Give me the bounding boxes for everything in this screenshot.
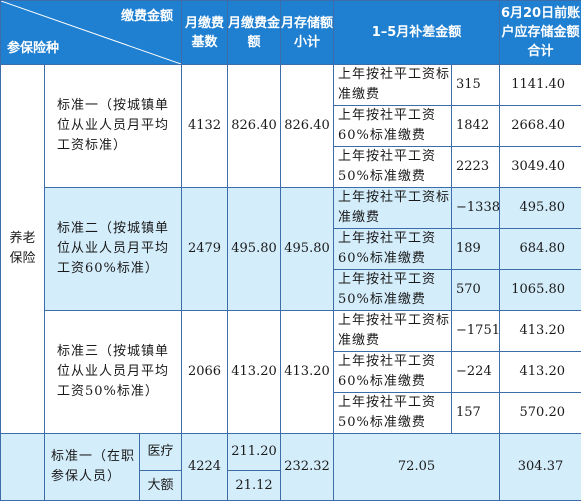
table-row: 标准一（在职参保人员） 医疗 4224 211.20 232.32 72.05 … <box>1 434 581 471</box>
prior-year-label: 上年按社平工资标准缴费 <box>334 188 452 229</box>
total-value: 3049.40 <box>500 147 581 188</box>
total-value: 1141.40 <box>500 65 581 106</box>
amount-value: 826.40 <box>228 65 281 188</box>
diff-value: −1751 <box>452 311 500 352</box>
total-value: 413.20 <box>500 311 581 352</box>
header-monthly-base: 月缴费基数 <box>182 1 228 65</box>
pension-standard-2: 标准二（按城镇单位从业人员月平均工资60%标准） <box>45 188 182 311</box>
total-value: 2668.40 <box>500 106 581 147</box>
prior-year-label: 上年按社平工资60%标准缴费 <box>334 229 452 270</box>
header-diagonal-cell: 缴费金额 参保险种 <box>1 1 182 65</box>
prior-year-label: 上年按社平工资60%标准缴费 <box>334 106 452 147</box>
diff-value: 157 <box>452 393 500 434</box>
table-row: 标准三（按城镇单位从业人员月平均工资50%标准） 2066 413.20 413… <box>1 311 581 352</box>
major-medical-label: 大额 <box>140 471 182 501</box>
subtotal-value: 232.32 <box>281 434 334 501</box>
diff-value: 2223 <box>452 147 500 188</box>
base-value: 2066 <box>182 311 228 434</box>
header-row: 缴费金额 参保险种 月缴费基数 月缴费金额 月存储额小计 1–5月补差金额 6月… <box>1 1 581 65</box>
base-value: 4224 <box>182 434 228 501</box>
medical-standard: 标准一（在职参保人员） <box>45 434 140 501</box>
total-value: 684.80 <box>500 229 581 270</box>
amount-value: 211.20 <box>228 434 281 471</box>
pension-category: 养老保险 <box>1 65 45 434</box>
subtotal-value: 826.40 <box>281 65 334 188</box>
prior-year-label: 上年按社平工资50%标准缴费 <box>334 393 452 434</box>
pension-standard-3: 标准三（按城镇单位从业人员月平均工资50%标准） <box>45 311 182 434</box>
diff-value: 315 <box>452 65 500 106</box>
header-total: 6月20日前账户应存储金额合计 <box>500 1 581 65</box>
diff-value: 570 <box>452 270 500 311</box>
table-row: 标准二（按城镇单位从业人员月平均工资60%标准） 2479 495.80 495… <box>1 188 581 229</box>
header-monthly-amount: 月缴费金额 <box>228 1 281 65</box>
prior-year-label: 上年按社平工资60%标准缴费 <box>334 352 452 393</box>
base-value: 4132 <box>182 65 228 188</box>
header-monthly-subtotal: 月存储额小计 <box>281 1 334 65</box>
total-value: 1065.80 <box>500 270 581 311</box>
medical-category <box>1 434 45 501</box>
diff-value: 1842 <box>452 106 500 147</box>
amount-value: 413.20 <box>228 311 281 434</box>
header-supplementary: 1–5月补差金额 <box>334 1 500 65</box>
header-fee-amount-label: 缴费金额 <box>121 7 173 26</box>
total-value: 413.20 <box>500 352 581 393</box>
prior-year-label: 上年按社平工资50%标准缴费 <box>334 270 452 311</box>
total-value: 570.20 <box>500 393 581 434</box>
diff-value: −224 <box>452 352 500 393</box>
prior-year-label: 上年按社平工资标准缴费 <box>334 65 452 106</box>
medical-sub-label: 医疗 <box>140 434 182 471</box>
subtotal-value: 495.80 <box>281 188 334 311</box>
table-row: 养老保险 标准一（按城镇单位从业人员月平均工资标准） 4132 826.40 8… <box>1 65 581 106</box>
amount-value: 495.80 <box>228 188 281 311</box>
header-insurance-type-label: 参保险种 <box>7 39 59 58</box>
diff-value: −1338 <box>452 188 500 229</box>
subtotal-value: 413.20 <box>281 311 334 434</box>
pension-standard-1: 标准一（按城镇单位从业人员月平均工资标准） <box>45 65 182 188</box>
amount-value: 21.12 <box>228 471 281 501</box>
diff-value: 189 <box>452 229 500 270</box>
total-value: 304.37 <box>500 434 581 501</box>
base-value: 2479 <box>182 188 228 311</box>
prior-year-label: 上年按社平工资标准缴费 <box>334 311 452 352</box>
prior-year-label: 上年按社平工资50%标准缴费 <box>334 147 452 188</box>
total-value: 495.80 <box>500 188 581 229</box>
supplementary-value: 72.05 <box>334 434 500 501</box>
